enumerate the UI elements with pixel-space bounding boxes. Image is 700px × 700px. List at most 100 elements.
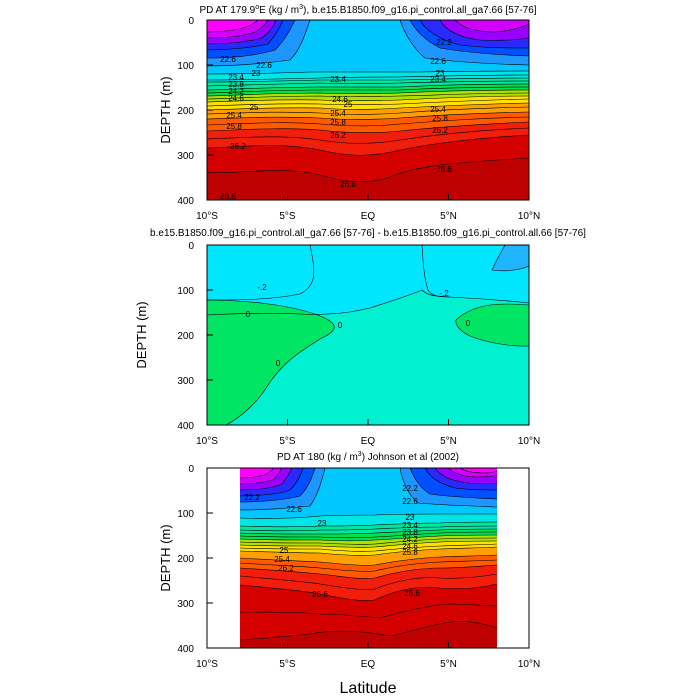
panel-2-field: -.2 -.2 0 0 0 0 bbox=[207, 245, 529, 425]
contour-label: 22.2 bbox=[436, 38, 452, 47]
y-tick-label: 100 bbox=[177, 286, 194, 297]
contour-label: 0 bbox=[246, 310, 251, 319]
panel-1-x-tick-labels: 10°S 5°S EQ 5°N 10°N bbox=[196, 211, 540, 222]
contour-label: 25.4 bbox=[274, 555, 290, 564]
x-tick-label: 10°N bbox=[518, 659, 540, 670]
band-0-2-left bbox=[207, 300, 335, 425]
contour-label: 25.8 bbox=[226, 122, 242, 131]
panel-3-contour-lines bbox=[240, 468, 497, 641]
panel-2-contour-lines bbox=[207, 245, 529, 425]
y-tick-label: 0 bbox=[188, 16, 194, 27]
contour-label: -.2 bbox=[257, 283, 267, 292]
x-tick-label: 5°S bbox=[279, 211, 296, 222]
x-tick-label: 5°N bbox=[440, 211, 457, 222]
y-tick-label: 0 bbox=[188, 241, 194, 252]
contour-label: 25.8 bbox=[402, 548, 418, 557]
panel-2-title: b.e15.B1850.f09_g16.pi_control.all_ga7.6… bbox=[150, 228, 586, 239]
contour-label: 26.6 bbox=[220, 192, 236, 201]
contour-label: 0 bbox=[276, 359, 281, 368]
contour-label: 0 bbox=[466, 319, 471, 328]
x-tick-label: 10°N bbox=[518, 436, 540, 447]
y-tick-label: 200 bbox=[177, 554, 194, 565]
contour-label: 26.2 bbox=[330, 131, 346, 140]
panel-2-x-tick-labels: 10°S 5°S EQ 5°N 10°N bbox=[196, 436, 540, 447]
contour-label: 23.4 bbox=[228, 73, 244, 82]
contour-label: 22.2 bbox=[402, 484, 418, 493]
contour-label: 23 bbox=[318, 519, 327, 528]
panel-2-y-axis-label: DEPTH (m) bbox=[134, 301, 149, 368]
contour-label: 24.6 bbox=[228, 94, 244, 103]
contour-label: 24.2 bbox=[402, 535, 418, 544]
y-tick-label: 400 bbox=[177, 644, 194, 655]
panel-1-title: PD AT 179.9oE (kg / m3), b.e15.B1850.f09… bbox=[199, 4, 536, 16]
panel-1-contour-labels: 22.6 22.6 22.6 23 23 23.4 23.4 23.4 23.8… bbox=[220, 38, 452, 201]
y-tick-label: 400 bbox=[177, 196, 194, 207]
x-tick-label: 10°S bbox=[196, 659, 218, 670]
contour-label: 24.6 bbox=[402, 542, 418, 551]
contour-label: 26.2 bbox=[278, 564, 294, 573]
panel-3: PD AT 180 (kg / m3) Johnson et al (2002) bbox=[158, 451, 540, 670]
contour-label: 23.8 bbox=[402, 528, 418, 537]
contour-label: 26.6 bbox=[404, 589, 420, 598]
contour-label: 25.4 bbox=[226, 111, 242, 120]
contour-label: 22.6 bbox=[286, 505, 302, 514]
contour-label: 23 bbox=[252, 69, 261, 78]
y-tick-label: 100 bbox=[177, 61, 194, 72]
x-tick-label: EQ bbox=[361, 436, 376, 447]
contour-label: 26.2 bbox=[432, 126, 448, 135]
y-tick-label: 200 bbox=[177, 106, 194, 117]
panel-2-contour-labels: -.2 -.2 0 0 0 0 bbox=[246, 283, 471, 368]
panel-3-x-tick-labels: 10°S 5°S EQ 5°N 10°N bbox=[196, 659, 540, 670]
contour-label: -.2 bbox=[439, 289, 449, 298]
y-tick-label: 0 bbox=[188, 464, 194, 475]
band-21-6 bbox=[240, 468, 497, 478]
contour-label: 22.6 bbox=[402, 497, 418, 506]
panel-3-ticks bbox=[206, 467, 530, 649]
x-tick-label: 10°S bbox=[196, 436, 218, 447]
band-22-2 bbox=[207, 20, 529, 44]
contour-label: 23 bbox=[406, 513, 415, 522]
contour-label: 26.2 bbox=[230, 142, 246, 151]
contour-label: 25 bbox=[280, 546, 289, 555]
contour-label: 26.6 bbox=[340, 180, 356, 189]
contour-label: 22.2 bbox=[244, 493, 260, 502]
contour-label: 24.2 bbox=[228, 87, 244, 96]
contour-label: 26.6 bbox=[436, 165, 452, 174]
contour-label: 22.6 bbox=[220, 55, 236, 64]
band-22-4 bbox=[240, 468, 497, 496]
x-tick-label: EQ bbox=[361, 211, 376, 222]
contour-label: 23.4 bbox=[402, 521, 418, 530]
y-tick-label: 300 bbox=[177, 599, 194, 610]
contour-label: 22.6 bbox=[430, 57, 446, 66]
y-tick-label: 300 bbox=[177, 376, 194, 387]
panel-1-y-tick-labels: 0 100 200 300 400 bbox=[177, 16, 194, 207]
contour-label: 23 bbox=[436, 69, 445, 78]
contour-label: 25.4 bbox=[330, 109, 346, 118]
y-tick-label: 300 bbox=[177, 151, 194, 162]
panel-1-field: 22.6 22.6 22.6 23 23 23.4 23.4 23.4 23.8… bbox=[207, 20, 529, 201]
y-tick-label: 400 bbox=[177, 421, 194, 432]
contour-label: 0 bbox=[338, 321, 343, 330]
contour-label: 25.8 bbox=[432, 114, 448, 123]
contour-label: 25 bbox=[344, 100, 353, 109]
panel-3-contour-labels: 22.2 22.2 22.6 22.6 23 23 23.4 23.8 24.2… bbox=[244, 484, 420, 599]
contour-label: 23.4 bbox=[430, 75, 446, 84]
x-tick-label: 5°S bbox=[279, 659, 296, 670]
contour-label: 25 bbox=[250, 103, 259, 112]
contour-label: 23.8 bbox=[228, 80, 244, 89]
panel-2-ticks bbox=[206, 244, 530, 426]
band-21-6 bbox=[207, 20, 258, 32]
y-tick-label: 200 bbox=[177, 331, 194, 342]
contour-label: 26.6 bbox=[312, 590, 328, 599]
figure-x-axis-label: Latitude bbox=[340, 680, 397, 697]
band-m0-2 bbox=[207, 245, 529, 315]
panel-3-field: 22.2 22.2 22.6 22.6 23 23 23.4 23.8 24.2… bbox=[240, 468, 497, 648]
band-m0-4 bbox=[492, 245, 529, 271]
panel-2-y-tick-labels: 0 100 200 300 400 bbox=[177, 241, 194, 432]
panel-1: PD AT 179.9oE (kg / m3), b.e15.B1850.f09… bbox=[158, 4, 540, 222]
contour-label: 22.6 bbox=[256, 61, 272, 70]
panel-1-ticks bbox=[206, 19, 530, 201]
panel-1-contour-lines bbox=[207, 20, 529, 183]
x-tick-label: 5°N bbox=[440, 659, 457, 670]
